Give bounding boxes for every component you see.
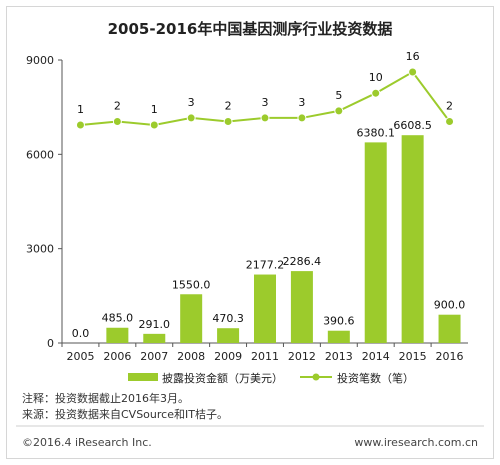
bar-value-label: 0.0: [72, 327, 90, 340]
line-point: [408, 67, 418, 77]
x-tick-label: 2013: [325, 350, 353, 363]
bar: [180, 294, 203, 343]
x-tick-label: 2006: [103, 350, 131, 363]
x-tick-label: 2009: [214, 350, 242, 363]
legend-bar-swatch: [128, 373, 158, 381]
bar: [143, 333, 166, 343]
footer-copyright: ©2016.4 iResearch Inc.: [22, 436, 152, 449]
line-point: [75, 120, 85, 130]
x-tick-label: 2007: [140, 350, 168, 363]
bar-value-label: 390.6: [323, 315, 355, 328]
bar: [438, 314, 461, 343]
x-tick-label: 2012: [288, 350, 316, 363]
bar: [106, 327, 129, 343]
line-value-label: 2: [446, 99, 453, 112]
line-point: [260, 113, 270, 123]
line-point: [297, 113, 307, 123]
line-series: [75, 67, 455, 130]
x-tick-label: 2014: [362, 350, 390, 363]
line-value-label: 2: [114, 99, 121, 112]
x-tick-label: 2005: [66, 350, 94, 363]
line-point: [112, 116, 122, 126]
bar: [364, 142, 387, 343]
line-point: [371, 88, 381, 98]
x-tick-label: 2015: [399, 350, 427, 363]
bar-value-label: 291.0: [139, 318, 171, 331]
line-value-label: 1: [77, 103, 84, 116]
legend: 披露投资金额（万美元） 投资笔数（笔）: [128, 371, 414, 385]
legend-line-label: 投资笔数（笔）: [337, 371, 414, 385]
line-value-label: 5: [335, 89, 342, 102]
chart-title: 2005-2016年中国基因测序行业投资数据: [108, 20, 393, 38]
y-tick-label: 0: [47, 337, 54, 350]
bar-value-label: 6608.5: [393, 119, 432, 132]
line-point: [334, 106, 344, 116]
bar-series: [106, 135, 461, 343]
bar-value-label: 1550.0: [172, 278, 211, 291]
line-value-label: 3: [188, 96, 195, 109]
line-value-label: 10: [369, 71, 383, 84]
line-value-label: 16: [406, 50, 420, 63]
note-line-1: 注释：投资数据截止2016年3月。: [22, 391, 189, 405]
bar: [254, 274, 276, 343]
x-tick-label: 2011: [251, 350, 279, 363]
line-point: [223, 116, 233, 126]
x-tick-label: 2016: [436, 350, 464, 363]
y-tick-label: 3000: [26, 243, 54, 256]
y-tick-label: 6000: [26, 148, 54, 161]
bar-value-label: 2177.2: [246, 259, 285, 272]
x-tick-label: 2008: [177, 350, 205, 363]
legend-bar-label: 披露投资金额（万美元）: [162, 371, 283, 385]
note-line-2: 来源：投资数据来自CVSource和IT桔子。: [22, 407, 228, 421]
line-value-label: 3: [262, 96, 269, 109]
y-tick-label: 9000: [26, 54, 54, 67]
y-tick-labels: 0 3000 6000 9000: [26, 54, 54, 350]
legend-line-marker: [312, 373, 320, 381]
line-point: [149, 120, 159, 130]
x-tick-labels: 2005 2006 2007 2008 2009 2011 2012 2013 2014 2015…: [66, 350, 463, 363]
line-value-label: 3: [298, 96, 305, 109]
line-value-label: 2: [225, 99, 232, 112]
bar: [217, 328, 240, 343]
bar: [327, 330, 350, 343]
bar-value-label: 900.0: [434, 299, 466, 312]
line-point: [186, 113, 196, 123]
bar-value-label: 2286.4: [283, 255, 322, 268]
bar-value-label: 470.3: [212, 312, 244, 325]
line-value-label: 1: [151, 103, 158, 116]
footer-url: www.iresearch.com.cn: [354, 436, 478, 449]
bar-value-label: 6380.1: [356, 126, 395, 139]
bar: [290, 271, 313, 343]
bar-value-label: 485.0: [102, 312, 134, 325]
line-point: [445, 116, 455, 126]
bar: [401, 135, 424, 343]
